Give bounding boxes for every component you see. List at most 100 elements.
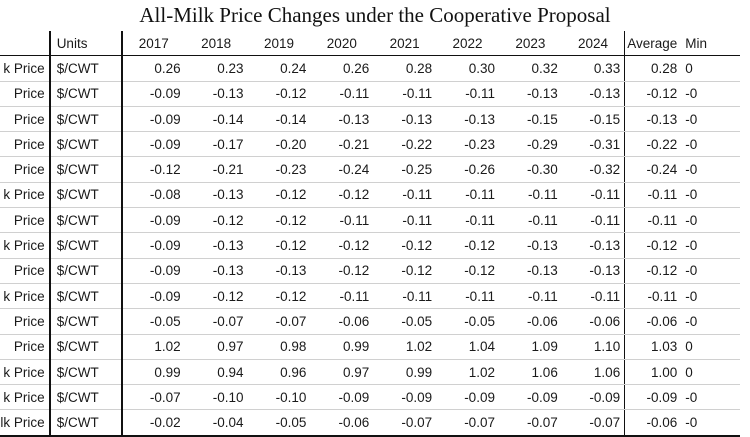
- average-cell: -0.11: [624, 182, 682, 209]
- average-cell: -0.22: [624, 131, 682, 158]
- row-units: $/CWT: [49, 106, 123, 133]
- header-row: Units 2017 2018 2019 2020 2021 2022 2023…: [0, 31, 740, 57]
- header-average: Average: [624, 31, 682, 57]
- year-value-cell: -0.12: [247, 207, 311, 234]
- year-value-cell: -0.04: [184, 409, 248, 437]
- year-value-cell: -0.13: [561, 81, 626, 107]
- row-units: $/CWT: [49, 81, 123, 107]
- year-value-cell: -0.17: [184, 131, 248, 158]
- min-cell: -0: [681, 156, 740, 183]
- row-units: $/CWT: [49, 55, 123, 82]
- year-value-cell: -0.11: [310, 207, 374, 234]
- average-cell: -0.06: [624, 409, 682, 437]
- year-value-cell: -0.07: [247, 308, 311, 335]
- average-cell: 1.00: [624, 359, 682, 386]
- year-value-cell: 0.97: [310, 359, 374, 386]
- year-value-cell: 1.10: [561, 334, 626, 360]
- row-label: Price: [0, 81, 51, 107]
- year-value-cell: -0.15: [498, 106, 562, 133]
- year-value-cell: 0.23: [184, 55, 248, 82]
- row-units: $/CWT: [49, 334, 123, 360]
- average-cell: -0.06: [624, 308, 682, 335]
- table-row: k Price $/CWT -0.09 -0.12 -0.12 -0.11 -0.11 -0.…: [0, 283, 740, 310]
- header-year: 2020: [310, 31, 374, 57]
- year-value-cell: -0.21: [310, 131, 374, 158]
- year-value-cell: -0.20: [247, 131, 311, 158]
- min-cell: -0: [681, 232, 740, 259]
- header-year: 2022: [436, 31, 499, 57]
- row-label: ilk Price: [0, 409, 51, 437]
- year-value-cell: -0.05: [247, 409, 311, 437]
- year-value-cell: -0.07: [436, 409, 499, 437]
- min-cell: 0: [681, 359, 740, 386]
- year-value-cell: 0.97: [184, 334, 248, 360]
- year-value-cell: -0.13: [498, 81, 562, 107]
- row-label: k Price: [0, 182, 51, 209]
- year-value-cell: -0.12: [310, 182, 374, 209]
- row-label: Price: [0, 106, 51, 133]
- average-cell: -0.12: [624, 232, 682, 259]
- year-value-cell: -0.13: [373, 106, 437, 133]
- row-label: k Price: [0, 232, 51, 259]
- year-value-cell: -0.22: [373, 131, 437, 158]
- row-units: $/CWT: [49, 384, 123, 411]
- year-value-cell: -0.09: [436, 384, 499, 411]
- year-value-cell: 0.98: [247, 334, 311, 360]
- year-value-cell: -0.07: [498, 409, 562, 437]
- year-value-cell: -0.02: [121, 409, 185, 437]
- year-value-cell: -0.11: [436, 283, 499, 310]
- row-label: k Price: [0, 384, 51, 411]
- year-value-cell: -0.11: [436, 182, 499, 209]
- row-units: $/CWT: [49, 207, 123, 234]
- min-cell: -0: [681, 81, 740, 107]
- year-value-cell: -0.07: [184, 308, 248, 335]
- table-row: Price $/CWT -0.05 -0.07 -0.07 -0.06 -0.05 -0.05…: [0, 308, 740, 335]
- year-value-cell: -0.10: [184, 384, 248, 411]
- year-value-cell: 1.04: [436, 334, 499, 360]
- year-value-cell: -0.32: [561, 156, 626, 183]
- year-value-cell: -0.09: [121, 106, 185, 133]
- row-units: $/CWT: [49, 258, 123, 284]
- year-value-cell: -0.12: [121, 156, 185, 183]
- row-units: $/CWT: [49, 359, 123, 386]
- table-row: Price $/CWT -0.09 -0.17 -0.20 -0.21 -0.22 -0.23…: [0, 131, 740, 158]
- row-label: Price: [0, 156, 51, 183]
- year-value-cell: -0.12: [436, 258, 499, 284]
- year-value-cell: -0.06: [310, 308, 374, 335]
- year-value-cell: 0.99: [121, 359, 185, 386]
- year-value-cell: 0.30: [436, 55, 499, 82]
- row-units: $/CWT: [49, 182, 123, 209]
- year-value-cell: -0.13: [184, 232, 248, 259]
- table-row: Price $/CWT -0.09 -0.12 -0.12 -0.11 -0.11 -0.11…: [0, 207, 740, 234]
- year-value-cell: 0.99: [310, 334, 374, 360]
- year-value-cell: -0.13: [184, 258, 248, 284]
- year-value-cell: 1.06: [561, 359, 626, 386]
- table-row: Price $/CWT 1.02 0.97 0.98 0.99 1.02 1.04 1.09 1.…: [0, 334, 740, 360]
- year-value-cell: -0.11: [373, 283, 437, 310]
- year-value-cell: 0.26: [121, 55, 185, 82]
- year-value-cell: -0.31: [561, 131, 626, 158]
- year-value-cell: -0.13: [498, 258, 562, 284]
- min-cell: -0: [681, 308, 740, 335]
- row-units: $/CWT: [49, 232, 123, 259]
- year-value-cell: -0.09: [121, 232, 185, 259]
- header-year: 2024: [561, 31, 626, 57]
- min-cell: -0: [681, 207, 740, 234]
- year-value-cell: -0.11: [561, 182, 626, 209]
- year-value-cell: -0.13: [184, 81, 248, 107]
- min-cell: -0: [681, 409, 740, 437]
- year-value-cell: 0.32: [498, 55, 562, 82]
- year-value-cell: 0.96: [247, 359, 311, 386]
- average-cell: -0.24: [624, 156, 682, 183]
- row-label: Price: [0, 131, 51, 158]
- year-value-cell: 0.94: [184, 359, 248, 386]
- min-cell: -0: [681, 283, 740, 310]
- year-value-cell: -0.12: [184, 283, 248, 310]
- year-value-cell: -0.06: [498, 308, 562, 335]
- year-value-cell: -0.05: [121, 308, 185, 335]
- year-value-cell: -0.07: [561, 409, 626, 437]
- year-value-cell: -0.09: [121, 283, 185, 310]
- average-cell: -0.12: [624, 258, 682, 284]
- year-value-cell: 0.99: [373, 359, 437, 386]
- year-value-cell: -0.06: [310, 409, 374, 437]
